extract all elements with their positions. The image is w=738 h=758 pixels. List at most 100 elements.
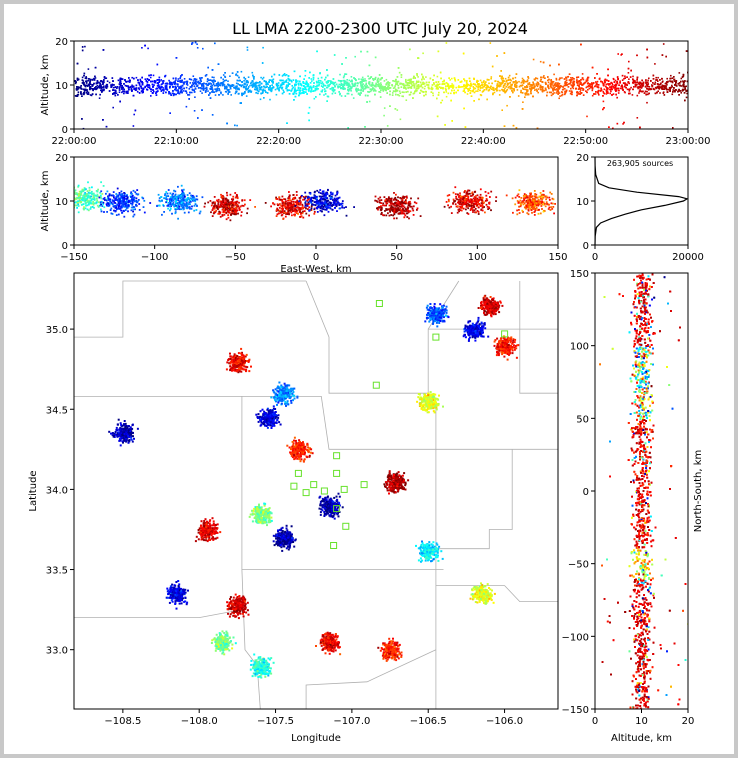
source-point (306, 93, 308, 95)
source-point (472, 83, 475, 85)
source-point (132, 125, 135, 127)
source-point (270, 90, 273, 93)
source-point (557, 89, 559, 92)
source-point (220, 92, 222, 95)
source-point (344, 95, 347, 97)
source-point (603, 107, 605, 109)
source-point (81, 118, 83, 120)
source-point (351, 93, 353, 96)
source-point (367, 75, 369, 77)
source-point (424, 85, 426, 88)
source-point (555, 77, 558, 80)
source-point (488, 79, 490, 81)
source-point (634, 84, 637, 86)
source-point (647, 83, 649, 85)
source-point (206, 84, 208, 86)
source-point (156, 85, 159, 87)
source-point (395, 93, 397, 96)
source-point (139, 80, 142, 82)
source-point (352, 85, 354, 87)
source-point (287, 81, 289, 84)
source-point (312, 86, 315, 88)
source-point (404, 84, 406, 87)
source-point (644, 85, 647, 88)
source-point (667, 88, 669, 91)
source-point (93, 79, 96, 81)
source-point (271, 84, 273, 86)
source-point (360, 88, 362, 91)
source-point (661, 54, 664, 56)
source-point (639, 86, 641, 89)
source-point (526, 86, 528, 88)
source-point (405, 80, 407, 83)
source-point (426, 84, 428, 86)
source-point (509, 87, 512, 90)
source-point (190, 78, 193, 81)
source-point (678, 94, 680, 96)
source-point (389, 87, 392, 89)
source-point (324, 84, 327, 87)
source-point (553, 73, 555, 76)
source-point (449, 79, 451, 81)
source-point (482, 86, 484, 88)
source-point (393, 86, 396, 89)
source-point (378, 74, 381, 76)
source-point (348, 89, 351, 91)
source-point (330, 82, 333, 85)
source-point (445, 91, 448, 93)
source-point (550, 79, 552, 82)
source-point (228, 84, 230, 87)
source-point (303, 85, 305, 87)
source-point (597, 86, 600, 89)
source-point (580, 43, 582, 46)
source-point (144, 44, 146, 47)
source-point (483, 80, 485, 82)
source-point (160, 90, 163, 92)
source-point (470, 95, 473, 97)
source-point (622, 89, 624, 91)
source-point (366, 50, 369, 53)
source-point (150, 88, 153, 90)
source-point (440, 101, 442, 104)
source-point (536, 77, 539, 80)
source-point (662, 85, 665, 88)
source-point (266, 82, 269, 84)
source-point (654, 81, 657, 84)
source-point (98, 97, 101, 99)
source-point (465, 87, 467, 89)
source-point (463, 89, 465, 92)
source-point (410, 85, 413, 88)
source-point (125, 85, 128, 87)
source-point (535, 84, 538, 86)
source-point (645, 79, 647, 81)
source-point (514, 76, 517, 79)
source-point (581, 77, 584, 79)
source-point (102, 82, 105, 85)
source-point (573, 80, 576, 83)
figure-frame: LL LMA 2200-2300 UTC July 20, 2024 22:00… (4, 4, 734, 754)
source-point (602, 82, 604, 85)
source-point (264, 86, 266, 89)
source-point (334, 85, 336, 88)
source-point (484, 84, 487, 86)
source-point (565, 76, 567, 79)
source-point (229, 87, 232, 90)
source-point (217, 83, 220, 86)
source-point (373, 88, 376, 91)
source-point (564, 93, 566, 96)
source-point (432, 92, 434, 94)
source-point (299, 80, 301, 83)
source-point (283, 91, 285, 93)
source-point (238, 79, 240, 82)
source-point (490, 77, 492, 80)
source-point (646, 56, 649, 59)
source-point (379, 84, 382, 87)
source-point (422, 81, 424, 84)
source-point (180, 86, 183, 89)
source-point (311, 80, 313, 82)
source-point (317, 88, 319, 90)
source-point (580, 79, 582, 81)
source-point (431, 84, 434, 86)
source-point (524, 88, 526, 91)
source-point (271, 89, 273, 91)
